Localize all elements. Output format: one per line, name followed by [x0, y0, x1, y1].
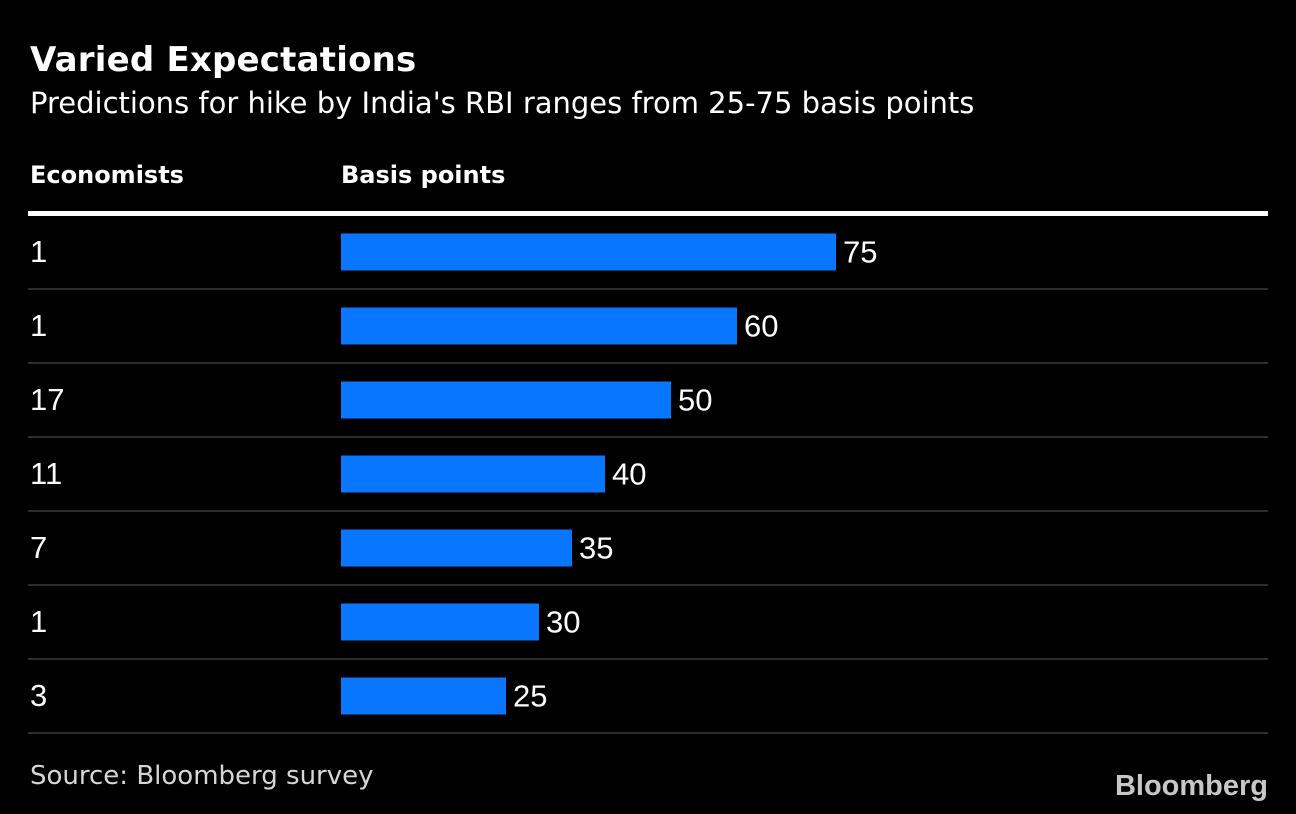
bar: [341, 677, 506, 715]
chart-row: 17 50: [28, 364, 1268, 438]
bar: [341, 307, 737, 345]
bar-value-label: 40: [612, 456, 647, 491]
chart-rows: 1 75 1 60 17 50 11 40 7 35 1: [28, 216, 1268, 734]
economists-count: 17: [30, 382, 65, 417]
column-header-economists: Economists: [30, 161, 184, 189]
chart-row: 3 25: [28, 660, 1268, 734]
bar-value-label: 35: [579, 530, 614, 565]
chart-row: 1 30: [28, 586, 1268, 660]
economists-count: 3: [30, 678, 48, 713]
header-rule: [28, 211, 1268, 216]
bar: [341, 529, 572, 567]
economists-count: 1: [30, 604, 48, 639]
bar-group: 35: [341, 529, 614, 567]
bar-value-label: 75: [843, 234, 878, 269]
chart-subtitle: Predictions for hike by India's RBI rang…: [30, 86, 975, 120]
chart-row: 7 35: [28, 512, 1268, 586]
economists-count: 1: [30, 234, 48, 269]
bar: [341, 455, 605, 493]
bar-group: 30: [341, 603, 581, 641]
economists-count: 11: [30, 456, 63, 491]
bar: [341, 381, 671, 419]
bloomberg-logo: Bloomberg: [1114, 770, 1268, 802]
bar-group: 60: [341, 307, 779, 345]
chart-row: 1 75: [28, 216, 1268, 290]
chart-row: 11 40: [28, 438, 1268, 512]
source-note: Source: Bloomberg survey: [30, 761, 374, 791]
bar-value-label: 30: [546, 604, 581, 639]
bar-value-label: 60: [744, 308, 779, 343]
bar-group: 75: [341, 233, 878, 271]
column-header-basis-points: Basis points: [341, 161, 506, 189]
bar: [341, 603, 539, 641]
bar-value-label: 25: [513, 678, 548, 713]
economists-count: 7: [30, 530, 48, 565]
chart-title: Varied Expectations: [30, 40, 417, 80]
bar-group: 40: [341, 455, 647, 493]
bar-group: 25: [341, 677, 548, 715]
column-headers: Economists Basis points: [30, 161, 1266, 191]
economists-count: 1: [30, 308, 48, 343]
chart-row: 1 60: [28, 290, 1268, 364]
bar: [341, 233, 836, 271]
bar-value-label: 50: [678, 382, 713, 417]
bar-group: 50: [341, 381, 713, 419]
